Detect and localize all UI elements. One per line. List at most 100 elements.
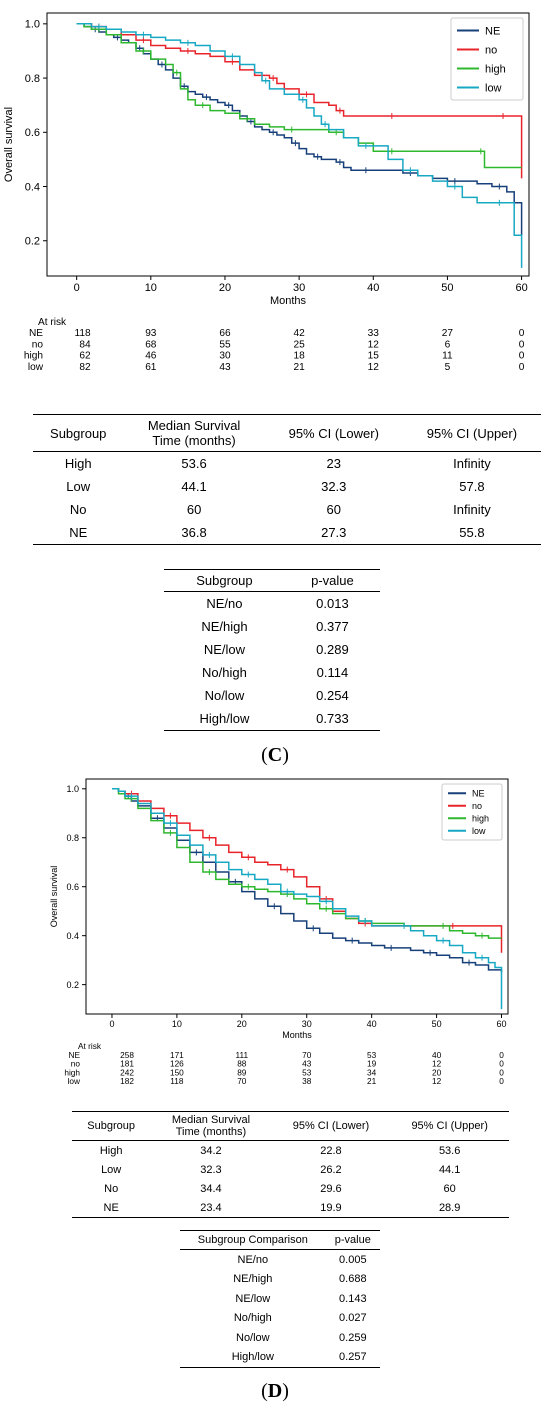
x-tick-label: 40 <box>367 1019 377 1029</box>
at-risk-value: 88 <box>237 1060 247 1069</box>
at-risk-value: 19 <box>367 1060 377 1069</box>
at-risk-value: 6 <box>445 339 451 350</box>
x-tick-label: 60 <box>496 1019 506 1029</box>
table-cell: No/low <box>204 688 245 703</box>
at-risk-value: 111 <box>236 1051 249 1060</box>
table-cell: 53.6 <box>438 1144 461 1157</box>
at-risk-value: 118 <box>75 328 91 339</box>
legend-label-low: low <box>472 826 486 836</box>
at-risk-value: 38 <box>302 1077 312 1086</box>
table-cell: 44.1 <box>438 1163 461 1176</box>
legend: NE no high low <box>450 17 524 101</box>
plot-frame <box>85 778 509 1015</box>
legend-label-NE: NE <box>485 25 500 37</box>
table-cell: 34.4 <box>200 1182 222 1195</box>
table-cell: 23 <box>326 456 341 471</box>
table-row: NE 23.4 19.9 28.9 <box>72 1198 509 1218</box>
y-tick-label: 0.4 <box>25 181 40 193</box>
table-cell: No <box>104 1182 119 1195</box>
y-axis-label: Overall survival <box>3 107 15 182</box>
at-risk-value: 242 <box>120 1068 134 1077</box>
panel-label-d: (D) <box>261 1380 289 1402</box>
at-risk-label-no: no <box>71 1060 81 1069</box>
table-cell: Infinity <box>453 502 491 517</box>
table-cell: 22.8 <box>320 1144 342 1157</box>
table-cell: 60 <box>186 502 202 517</box>
table-cell: No <box>69 502 87 517</box>
table-cell: NE/low <box>235 1292 271 1305</box>
column-header: 95% CI (Upper) <box>402 414 541 452</box>
at-risk-value: 15 <box>368 351 380 362</box>
table-row: High/low 0.257 <box>180 1347 380 1368</box>
table-cell: No/high <box>233 1312 272 1325</box>
table-cell: 44.1 <box>181 479 207 494</box>
table-cell: 32.3 <box>200 1163 222 1176</box>
y-tick-label: 0.8 <box>66 833 79 843</box>
table-cell: NE <box>72 1198 151 1218</box>
table-cell: High <box>99 1144 123 1157</box>
at-risk-label-NE: NE <box>69 1051 81 1060</box>
at-risk-value: 12 <box>432 1077 442 1086</box>
at-risk-value: 40 <box>432 1051 442 1060</box>
table-cell: NE/high <box>201 619 248 634</box>
at-risk-label-high: high <box>64 1068 80 1077</box>
table-row: NE/no 0.013 <box>164 592 380 616</box>
at-risk-value: 53 <box>367 1051 377 1060</box>
y-axis-label: Overall survival <box>49 866 59 928</box>
at-risk-value: 12 <box>368 362 380 373</box>
at-risk-value: 53 <box>302 1068 312 1077</box>
table-cell: 57.8 <box>459 479 485 494</box>
y-tick-label: 0.6 <box>25 127 40 139</box>
at-risk-value: 43 <box>219 362 231 373</box>
table-cell: 0.733 <box>284 707 380 731</box>
y-tick-label: 0.4 <box>66 931 79 941</box>
x-tick-label: 30 <box>293 282 305 294</box>
table-cell: 0.688 <box>339 1273 367 1286</box>
table-cell: 0.143 <box>339 1292 367 1305</box>
table-cell: Low <box>66 479 91 494</box>
table-cell: 27.3 <box>264 521 403 545</box>
table-row: High/low 0.733 <box>164 707 380 731</box>
column-header: 95% CI (Lower) <box>264 414 403 452</box>
pvalue-table-c: Subgroup p-value NE/no 0.013 NE/high 0.377 NE/… <box>164 569 380 731</box>
table-cell: 55.8 <box>402 521 541 545</box>
at-risk-value: 21 <box>293 362 305 373</box>
survival-table-c: Subgroup Median Survival Time (months) 95% … <box>33 414 541 545</box>
at-risk-value: 0 <box>499 1060 504 1069</box>
table-cell: 23.4 <box>150 1198 272 1218</box>
at-risk-value: 171 <box>170 1051 184 1060</box>
x-tick-label: 50 <box>441 282 453 294</box>
table-cell: 0.013 <box>316 596 349 611</box>
y-tick-label: 1.0 <box>66 784 79 794</box>
at-risk-value: 0 <box>519 339 525 350</box>
at-risk-value: 25 <box>293 339 305 350</box>
table-cell: 29.6 <box>320 1182 342 1195</box>
table-row: NE/low 0.143 <box>180 1289 380 1309</box>
x-tick-label: 0 <box>109 1019 114 1029</box>
table-row: No/high 0.027 <box>180 1309 380 1329</box>
y-tick-label: 0.2 <box>66 980 79 990</box>
column-header: p-value <box>325 1230 380 1250</box>
table-row: Low 44.1 32.3 57.8 <box>33 475 541 498</box>
table-cell: High/low <box>164 707 285 731</box>
survival-chart-c: 0 10 20 30 40 50 600.20.40.60.81.0MonthsOveral… <box>3 12 530 373</box>
at-risk-value: 70 <box>237 1077 247 1086</box>
at-risk-value: 118 <box>170 1077 184 1086</box>
table-row: No 60 60 Infinity <box>33 498 541 521</box>
table-cell: 19.9 <box>271 1198 391 1218</box>
table-cell: Infinity <box>453 456 491 471</box>
table-row: NE/high 0.377 <box>164 615 380 638</box>
table-cell: High/low <box>180 1347 326 1368</box>
at-risk-value: 27 <box>442 328 454 339</box>
at-risk-value: 0 <box>519 328 525 339</box>
at-risk-value: 55 <box>219 339 231 350</box>
column-header: Subgroup <box>164 569 285 592</box>
at-risk-label-high: high <box>24 351 43 362</box>
table-cell: High <box>64 456 92 471</box>
at-risk-value: 34 <box>367 1068 377 1077</box>
x-tick-label: 0 <box>74 282 80 294</box>
x-tick-label: 50 <box>432 1019 442 1029</box>
at-risk-value: 0 <box>519 362 525 373</box>
at-risk-value: 33 <box>368 328 380 339</box>
table-row: Low 32.3 26.2 44.1 <box>72 1160 509 1179</box>
